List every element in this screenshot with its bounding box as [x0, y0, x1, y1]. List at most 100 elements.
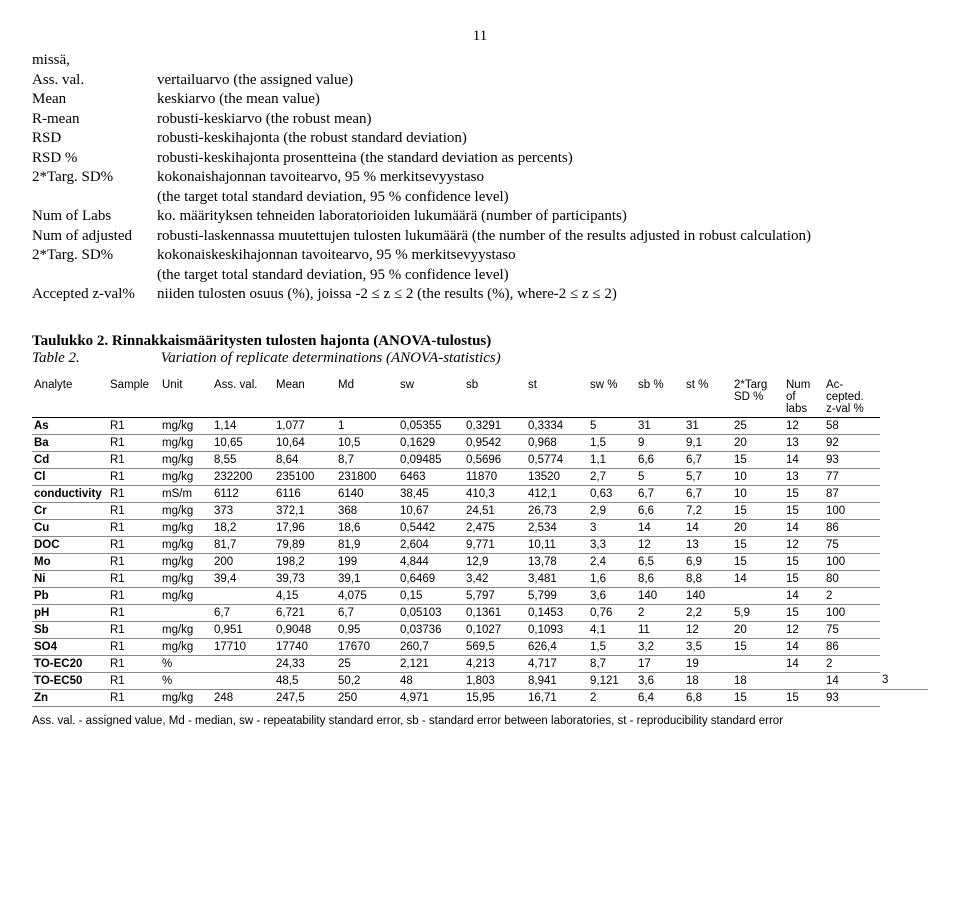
table-cell: 2,475 — [464, 519, 526, 536]
table-cell: 10,5 — [336, 434, 398, 451]
table-cell: 200 — [212, 553, 274, 570]
table-cell: 80 — [824, 570, 880, 587]
table-cell: 2,7 — [588, 468, 636, 485]
table-cell: 20 — [732, 434, 784, 451]
table-cell: 235100 — [274, 468, 336, 485]
table-cell: 13 — [784, 434, 824, 451]
table-cell: 86 — [824, 519, 880, 536]
table-cell: 0,3291 — [464, 417, 526, 434]
table-cell: 372,1 — [274, 502, 336, 519]
table-cell: 4,213 — [464, 655, 526, 672]
table-cell: 2,4 — [588, 553, 636, 570]
table-cell: 93 — [824, 689, 880, 706]
table-header-cell: st % — [684, 377, 732, 418]
table-cell: 26,73 — [526, 502, 588, 519]
table-row: TO-EC50R1%48,550,2481,8038,9419,1213,618… — [32, 672, 928, 689]
table-header-cell: Sample — [108, 377, 160, 418]
table-cell: 20 — [732, 519, 784, 536]
definition-row-cont: (the target total standard deviation, 95… — [32, 188, 928, 208]
table-cell: 6116 — [274, 485, 336, 502]
definition-row: Meankeskiarvo (the mean value) — [32, 90, 928, 110]
table-cell: R1 — [108, 587, 160, 604]
table-cell: 569,5 — [464, 638, 526, 655]
table-cell: 38,45 — [398, 485, 464, 502]
definition-term: RSD % — [32, 149, 157, 169]
definition-desc: robusti-keskihajonta prosentteina (the s… — [157, 149, 928, 169]
table-cell: 12 — [636, 536, 684, 553]
definition-term: Mean — [32, 90, 157, 110]
table-cell: 232200 — [212, 468, 274, 485]
table-cell: 4,717 — [526, 655, 588, 672]
table-cell: 15 — [784, 553, 824, 570]
table-cell: 0,5696 — [464, 451, 526, 468]
table-header-cell: Numoflabs — [784, 377, 824, 418]
table-cell: 18,2 — [212, 519, 274, 536]
table-cell: 6,7 — [636, 485, 684, 502]
table-cell: mg/kg — [160, 536, 212, 553]
table-cell: 6463 — [398, 468, 464, 485]
table-cell: 10,65 — [212, 434, 274, 451]
table-header-cell: Mean — [274, 377, 336, 418]
table-cell: 6,4 — [636, 689, 684, 706]
table-cell: 0,9542 — [464, 434, 526, 451]
table-cell: 5,799 — [526, 587, 588, 604]
table-cell: mg/kg — [160, 638, 212, 655]
table-cell: 198,2 — [274, 553, 336, 570]
table-row: CdR1mg/kg8,558,648,70,094850,56960,57741… — [32, 451, 928, 468]
table-cell: 8,7 — [336, 451, 398, 468]
table-cell: 6,5 — [636, 553, 684, 570]
table-cell: 140 — [684, 587, 732, 604]
table-cell: Pb — [32, 587, 108, 604]
table-row: SO4R1mg/kg177101774017670260,7569,5626,4… — [32, 638, 928, 655]
table-cell: 15 — [732, 536, 784, 553]
table-cell: 4,844 — [398, 553, 464, 570]
definitions-block: missä, Ass. val.vertailuarvo (the assign… — [32, 51, 928, 305]
definition-row: Accepted z-val%niiden tulosten osuus (%)… — [32, 285, 928, 305]
table-cell: TO-EC20 — [32, 655, 108, 672]
table-cell: 2,121 — [398, 655, 464, 672]
table-cell: 3,481 — [526, 570, 588, 587]
table-cell: R1 — [108, 434, 160, 451]
table-cell: 0,05103 — [398, 604, 464, 621]
table-cell: R1 — [108, 417, 160, 434]
table-cell: 15 — [732, 553, 784, 570]
table-cell: 1,1 — [588, 451, 636, 468]
table-cell: 12 — [784, 417, 824, 434]
table-cell: mg/kg — [160, 553, 212, 570]
table-cell: 86 — [824, 638, 880, 655]
table-header-cell: sw % — [588, 377, 636, 418]
table-cell: 3,42 — [464, 570, 526, 587]
table-cell: 6,7 — [212, 604, 274, 621]
table-cell: 0,1453 — [526, 604, 588, 621]
table-cell: 2 — [588, 689, 636, 706]
table-cell: 1,803 — [464, 672, 526, 689]
table-row: AsR1mg/kg1,141,07710,053550,32910,333453… — [32, 417, 928, 434]
table-cell: 199 — [336, 553, 398, 570]
table-cell: R1 — [108, 553, 160, 570]
table-cell: 75 — [824, 621, 880, 638]
table-cell: 0,1027 — [464, 621, 526, 638]
table-cell: 81,7 — [212, 536, 274, 553]
table-cell: 4,075 — [336, 587, 398, 604]
definition-desc-cont: (the target total standard deviation, 95… — [157, 188, 928, 208]
table-cell: 92 — [824, 434, 880, 451]
table-cell: 15 — [732, 451, 784, 468]
table-cell: 5,9 — [732, 604, 784, 621]
table-cell — [212, 672, 274, 689]
table-cell: 2 — [824, 587, 880, 604]
table-cell: 39,73 — [274, 570, 336, 587]
definition-row: RSD %robusti-keskihajonta prosentteina (… — [32, 149, 928, 169]
table-cell: 16,71 — [526, 689, 588, 706]
table-cell: Mo — [32, 553, 108, 570]
table-cell: Sb — [32, 621, 108, 638]
table-cell: 77 — [824, 468, 880, 485]
table-cell — [732, 587, 784, 604]
table-cell: 15 — [732, 502, 784, 519]
table-row: MoR1mg/kg200198,21994,84412,913,782,46,5… — [32, 553, 928, 570]
table-cell: 373 — [212, 502, 274, 519]
table-cell: R1 — [108, 519, 160, 536]
anova-table: AnalyteSampleUnitAss. val.MeanMdswsbstsw… — [32, 377, 928, 707]
table-cell: 17670 — [336, 638, 398, 655]
table-cell: 19 — [684, 655, 732, 672]
table-cell: 100 — [824, 553, 880, 570]
